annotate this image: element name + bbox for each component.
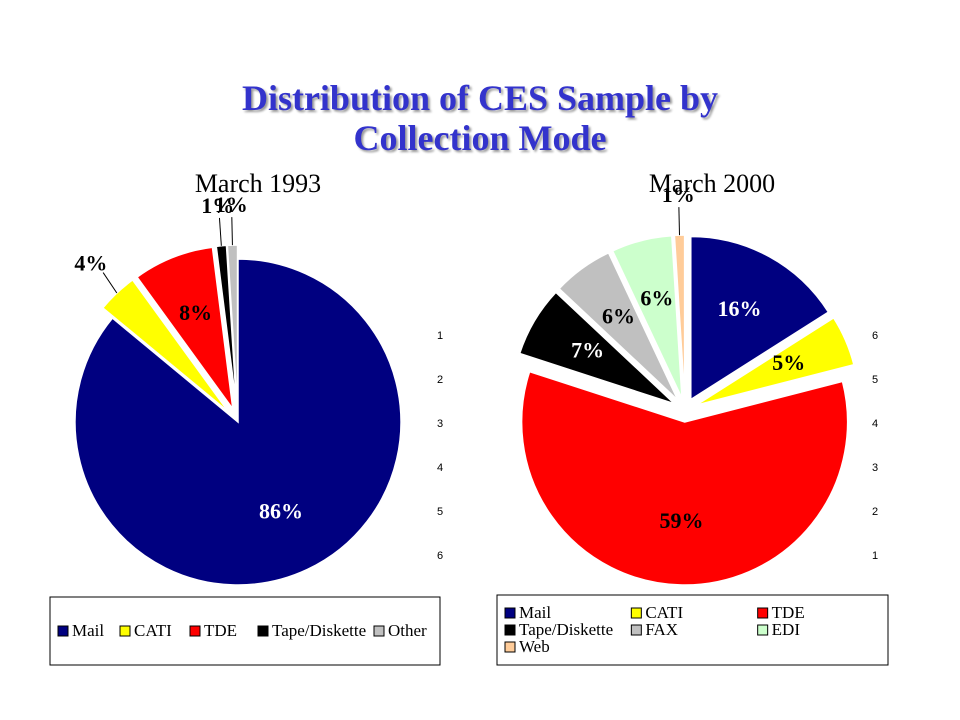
leader-line: [102, 272, 118, 294]
side-label: 3: [437, 418, 443, 430]
side-label: 6: [437, 550, 443, 562]
legend-swatch: [630, 624, 642, 636]
data-label: 1%: [215, 192, 248, 217]
leader-line: [218, 217, 222, 246]
legend-swatch: [757, 624, 769, 636]
data-label: 4%: [74, 250, 107, 275]
pie-slice: [558, 251, 679, 401]
legend-label: Other: [388, 621, 427, 640]
pie-slice: [135, 246, 234, 410]
leader-line: [678, 207, 681, 236]
legend-label: CATI: [645, 603, 683, 622]
legend-label: TDE: [772, 603, 805, 622]
legend-label: Web: [519, 637, 550, 656]
legend-swatch: [373, 625, 385, 637]
data-label: 59%: [659, 508, 703, 533]
side-label: 4: [872, 418, 878, 430]
pie-slice: [673, 234, 686, 399]
legend-swatch: [630, 607, 642, 619]
pie-slice: [101, 278, 230, 413]
legend-label: TDE: [204, 621, 237, 640]
side-label: 1: [437, 330, 443, 342]
legend-label: Tape/Diskette: [272, 621, 366, 640]
data-label: 86%: [259, 498, 303, 523]
data-label: 6%: [640, 286, 673, 311]
data-label: 8%: [179, 300, 212, 325]
legend-swatch: [504, 641, 516, 653]
side-label: 2: [872, 506, 878, 518]
legend-swatch: [57, 625, 69, 637]
side-label: 1: [872, 550, 878, 562]
legend-label: Mail: [519, 603, 551, 622]
side-label: 4: [437, 462, 443, 474]
data-label: 1%: [201, 193, 234, 218]
pie-slice: [226, 244, 239, 409]
legend-swatch: [757, 607, 769, 619]
legend-label: Mail: [72, 621, 104, 640]
pie-title: March 1993: [195, 169, 321, 198]
pie-title: March 2000: [649, 169, 775, 198]
legend-swatch: [189, 625, 201, 637]
legend-swatch: [504, 607, 516, 619]
side-label: 5: [872, 374, 878, 386]
legend-swatch: [504, 624, 516, 636]
data-label: 1%: [662, 182, 695, 207]
legend-label: Tape/Diskette: [519, 620, 613, 639]
data-label: 16%: [717, 296, 761, 321]
legend-label: FAX: [645, 620, 678, 639]
data-label: 7%: [571, 337, 604, 362]
data-label: 6%: [602, 304, 635, 329]
side-label: 6: [872, 330, 878, 342]
pie-slice: [611, 234, 683, 399]
pie-slice: [518, 291, 676, 405]
legend-swatch: [119, 625, 131, 637]
legend-label: EDI: [772, 620, 801, 639]
legend-label: CATI: [134, 621, 172, 640]
leader-line: [231, 217, 233, 246]
pie-slice: [74, 258, 402, 586]
slide-title: Distribution of CES Sample by Collection…: [241, 78, 719, 158]
legend-box: [496, 594, 889, 666]
side-label: 3: [872, 462, 878, 474]
data-label: 5%: [772, 350, 805, 375]
legend-swatch: [257, 625, 269, 637]
pie-slice: [690, 235, 830, 401]
side-label: 2: [437, 374, 443, 386]
pie-slice: [520, 370, 849, 586]
pie-slice: [695, 316, 855, 406]
side-label: 5: [437, 506, 443, 518]
